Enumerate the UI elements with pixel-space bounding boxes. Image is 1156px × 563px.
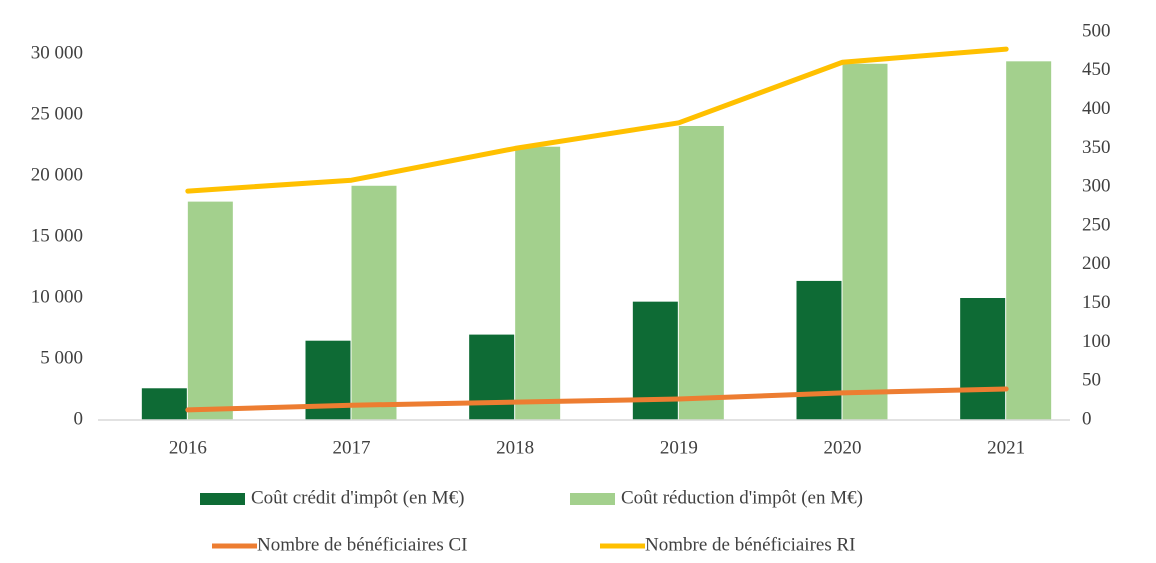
legend-label: Nombre de bénéficiaires CI <box>257 534 468 555</box>
y2-tick-label: 50 <box>1082 370 1101 391</box>
line <box>185 386 1009 413</box>
y2-tick-label: 100 <box>1082 331 1111 352</box>
x-tick-label: 2021 <box>987 437 1025 458</box>
x-tick-label: 2018 <box>496 437 534 458</box>
bar <box>141 388 187 420</box>
y2-tick-label: 200 <box>1082 253 1111 274</box>
bar <box>678 125 724 420</box>
bar <box>842 63 888 420</box>
bar <box>1006 61 1052 420</box>
y2-tick-label: 150 <box>1082 292 1111 313</box>
legend-label: Nombre de bénéficiaires RI <box>645 534 856 555</box>
x-tick-label: 2019 <box>660 437 698 458</box>
y-tick-label: 5 000 <box>40 347 83 368</box>
y-tick-label: 10 000 <box>31 286 83 307</box>
y-tick-label: 25 000 <box>31 103 83 124</box>
y2-tick-label: 0 <box>1082 408 1092 429</box>
y2-tick-label: 350 <box>1082 137 1111 158</box>
y-tick-label: 30 000 <box>31 42 83 63</box>
y2-tick-label: 250 <box>1082 214 1111 235</box>
bar <box>515 146 561 420</box>
bar <box>796 280 842 420</box>
y-tick-label: 15 000 <box>31 225 83 246</box>
legend-swatch <box>570 493 615 505</box>
line <box>185 46 1009 194</box>
bar <box>351 185 397 420</box>
y-tick-label: 20 000 <box>31 164 83 185</box>
legend-label: Coût réduction d'impôt (en M€) <box>621 487 863 508</box>
y-tick-label: 0 <box>74 408 84 429</box>
y2-tick-label: 450 <box>1082 59 1111 80</box>
x-tick-label: 2016 <box>169 437 207 458</box>
x-tick-label: 2017 <box>333 437 371 458</box>
bar <box>960 298 1006 420</box>
y2-tick-label: 300 <box>1082 176 1111 197</box>
y2-tick-label: 400 <box>1082 98 1111 119</box>
x-tick-label: 2020 <box>824 437 862 458</box>
legend-swatch <box>200 493 245 505</box>
legend-label: Coût crédit d'impôt (en M€) <box>251 487 464 508</box>
bar <box>187 201 233 420</box>
bar <box>469 334 515 420</box>
y2-tick-label: 500 <box>1082 20 1111 41</box>
